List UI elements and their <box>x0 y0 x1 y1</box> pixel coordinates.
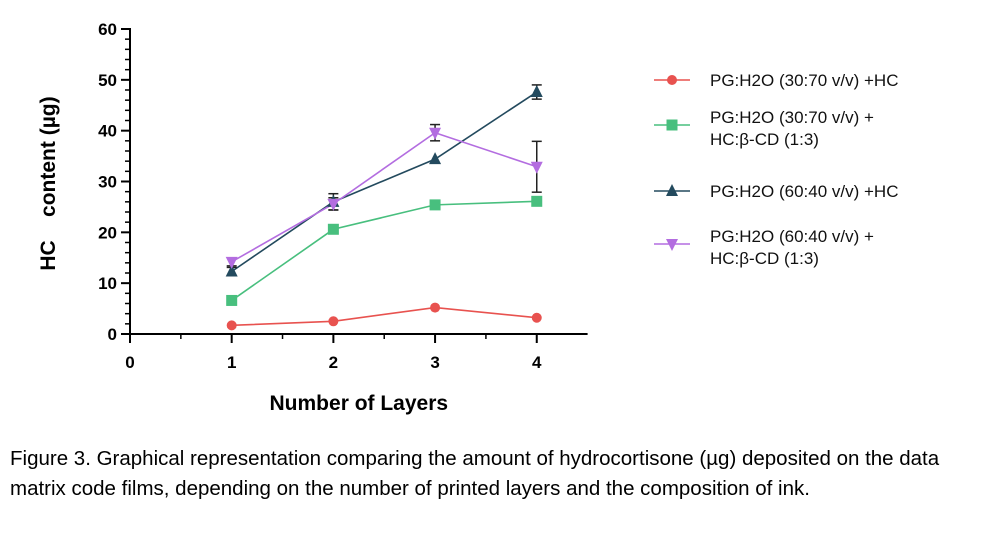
chart: 0 10 20 30 40 50 60 0 1 2 3 4 Number of Layers HC con… <box>37 20 898 415</box>
series-line-4 <box>231 131 538 263</box>
legend-label-4: HC:β-CD (1:3) <box>710 249 819 268</box>
data-point <box>225 256 238 269</box>
data-point <box>328 316 339 327</box>
data-point <box>429 152 442 165</box>
legend-label-2: HC:β-CD (1:3) <box>710 130 819 149</box>
x-tick-label: 1 <box>227 353 236 372</box>
y-axis-title: HC content (µg) <box>37 96 60 270</box>
series-line-3 <box>231 91 538 273</box>
x-tick-label: 4 <box>532 353 542 372</box>
y-tick-label: 20 <box>98 223 117 242</box>
data-point <box>429 199 441 211</box>
data-point <box>226 320 237 331</box>
y-tick-label: 10 <box>98 274 117 293</box>
legend-marker-1 <box>667 75 677 85</box>
figure-caption: Figure 3. Graphical representation compa… <box>10 447 940 500</box>
legend-label-3: PG:H2O (60:40 v/v) +HC <box>710 182 898 201</box>
x-tick-label: 3 <box>430 353 439 372</box>
data-point <box>226 294 238 306</box>
data-point <box>429 127 442 140</box>
data-point <box>430 302 441 313</box>
series-line-1 <box>231 306 537 327</box>
legend-label-1: PG:H2O (30:70 v/v) +HC <box>710 71 898 90</box>
data-point <box>531 195 543 207</box>
data-point <box>531 312 542 323</box>
x-tick-label: 0 <box>125 353 134 372</box>
series-line-2 <box>231 200 537 302</box>
data-point <box>327 223 339 235</box>
legend-marker-2 <box>666 119 678 131</box>
y-tick-label: 0 <box>108 325 117 344</box>
data-point <box>327 198 340 211</box>
legend-label-4: PG:H2O (60:40 v/v) + <box>710 227 874 246</box>
y-tick-label: 60 <box>98 20 117 39</box>
y-tick-label: 40 <box>98 122 117 141</box>
y-tick-label: 50 <box>98 71 117 90</box>
y-tick-label: 30 <box>98 173 117 192</box>
legend-marker-3 <box>666 184 678 196</box>
legend-label-2: PG:H2O (30:70 v/v) + <box>710 108 874 127</box>
data-point <box>530 161 543 174</box>
legend-marker-4 <box>666 239 678 251</box>
x-tick-label: 2 <box>329 353 338 372</box>
x-axis-title: Number of Layers <box>270 392 449 415</box>
data-point <box>225 264 238 277</box>
data-point <box>530 85 543 98</box>
